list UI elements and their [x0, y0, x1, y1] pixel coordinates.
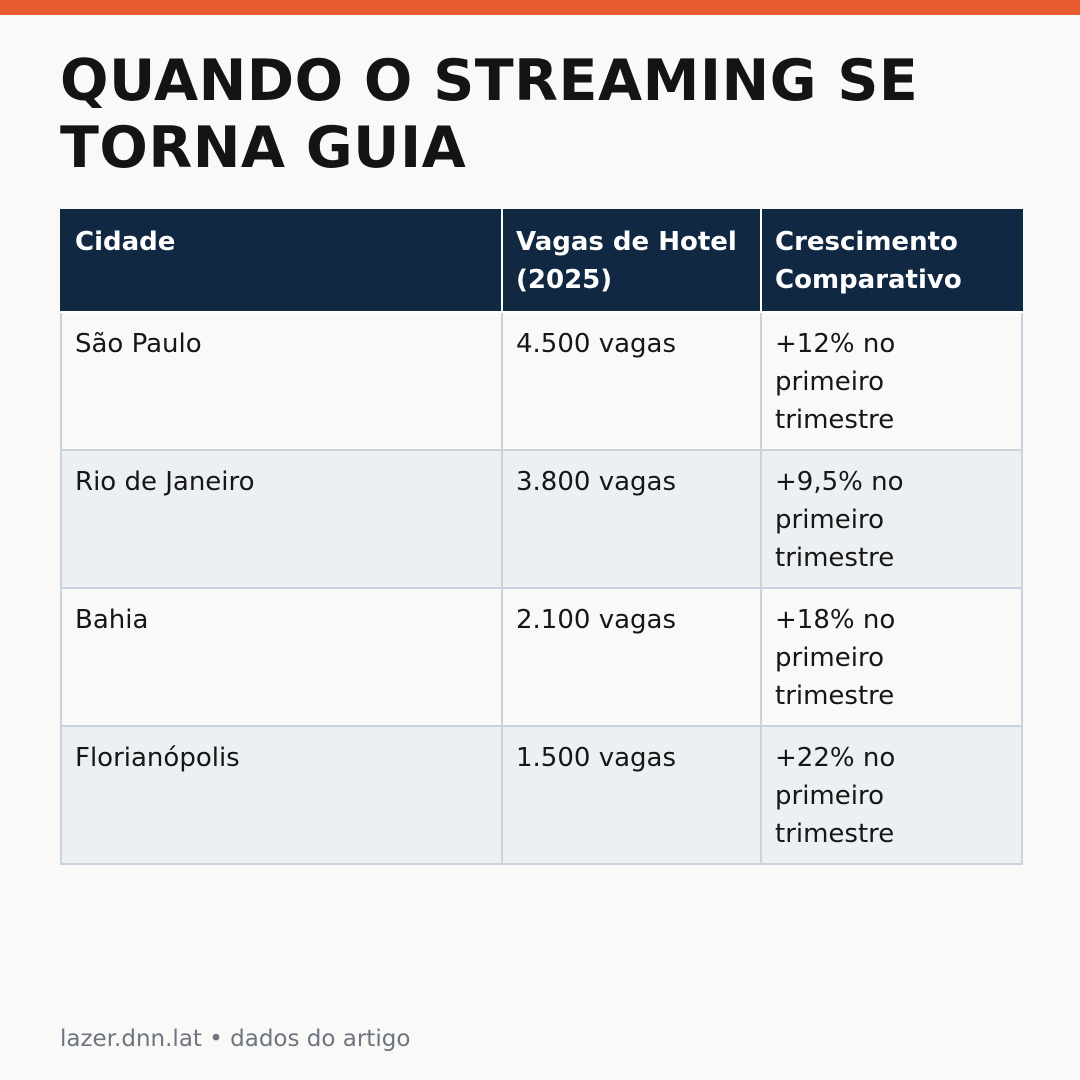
growth-cell: +12% no primeiro trimestre [760, 311, 1023, 451]
vagas-cell: 1.500 vagas [501, 725, 762, 865]
data-table: Cidade Vagas de Hotel (2025) Crescimento… [60, 209, 1023, 865]
city-cell: Florianópolis [60, 725, 503, 865]
vagas-cell: 3.800 vagas [501, 449, 762, 589]
vagas-cell: 2.100 vagas [501, 587, 762, 727]
column-header-crescimento: Crescimento Comparativo [760, 209, 1023, 313]
column-header-cidade: Cidade [60, 209, 503, 313]
city-cell: Bahia [60, 587, 503, 727]
page-title: QUANDO O STREAMING SE TORNA GUIA [60, 48, 919, 181]
city-cell: São Paulo [60, 311, 503, 451]
column-header-vagas: Vagas de Hotel (2025) [501, 209, 762, 313]
city-cell: Rio de Janeiro [60, 449, 503, 589]
table-row: Rio de Janeiro 3.800 vagas +9,5% no prim… [60, 449, 1023, 589]
source-footer: lazer.dnn.lat • dados do artigo [60, 1026, 411, 1052]
table-row: São Paulo 4.500 vagas +12% no primeiro t… [60, 311, 1023, 451]
accent-top-bar [0, 0, 1080, 15]
table-row: Bahia 2.100 vagas +18% no primeiro trime… [60, 587, 1023, 727]
vagas-cell: 4.500 vagas [501, 311, 762, 451]
growth-cell: +9,5% no primeiro trimestre [760, 449, 1023, 589]
growth-cell: +22% no primeiro trimestre [760, 725, 1023, 865]
growth-cell: +18% no primeiro trimestre [760, 587, 1023, 727]
table-row: Florianópolis 1.500 vagas +22% no primei… [60, 725, 1023, 865]
table-header-row: Cidade Vagas de Hotel (2025) Crescimento… [60, 209, 1023, 313]
